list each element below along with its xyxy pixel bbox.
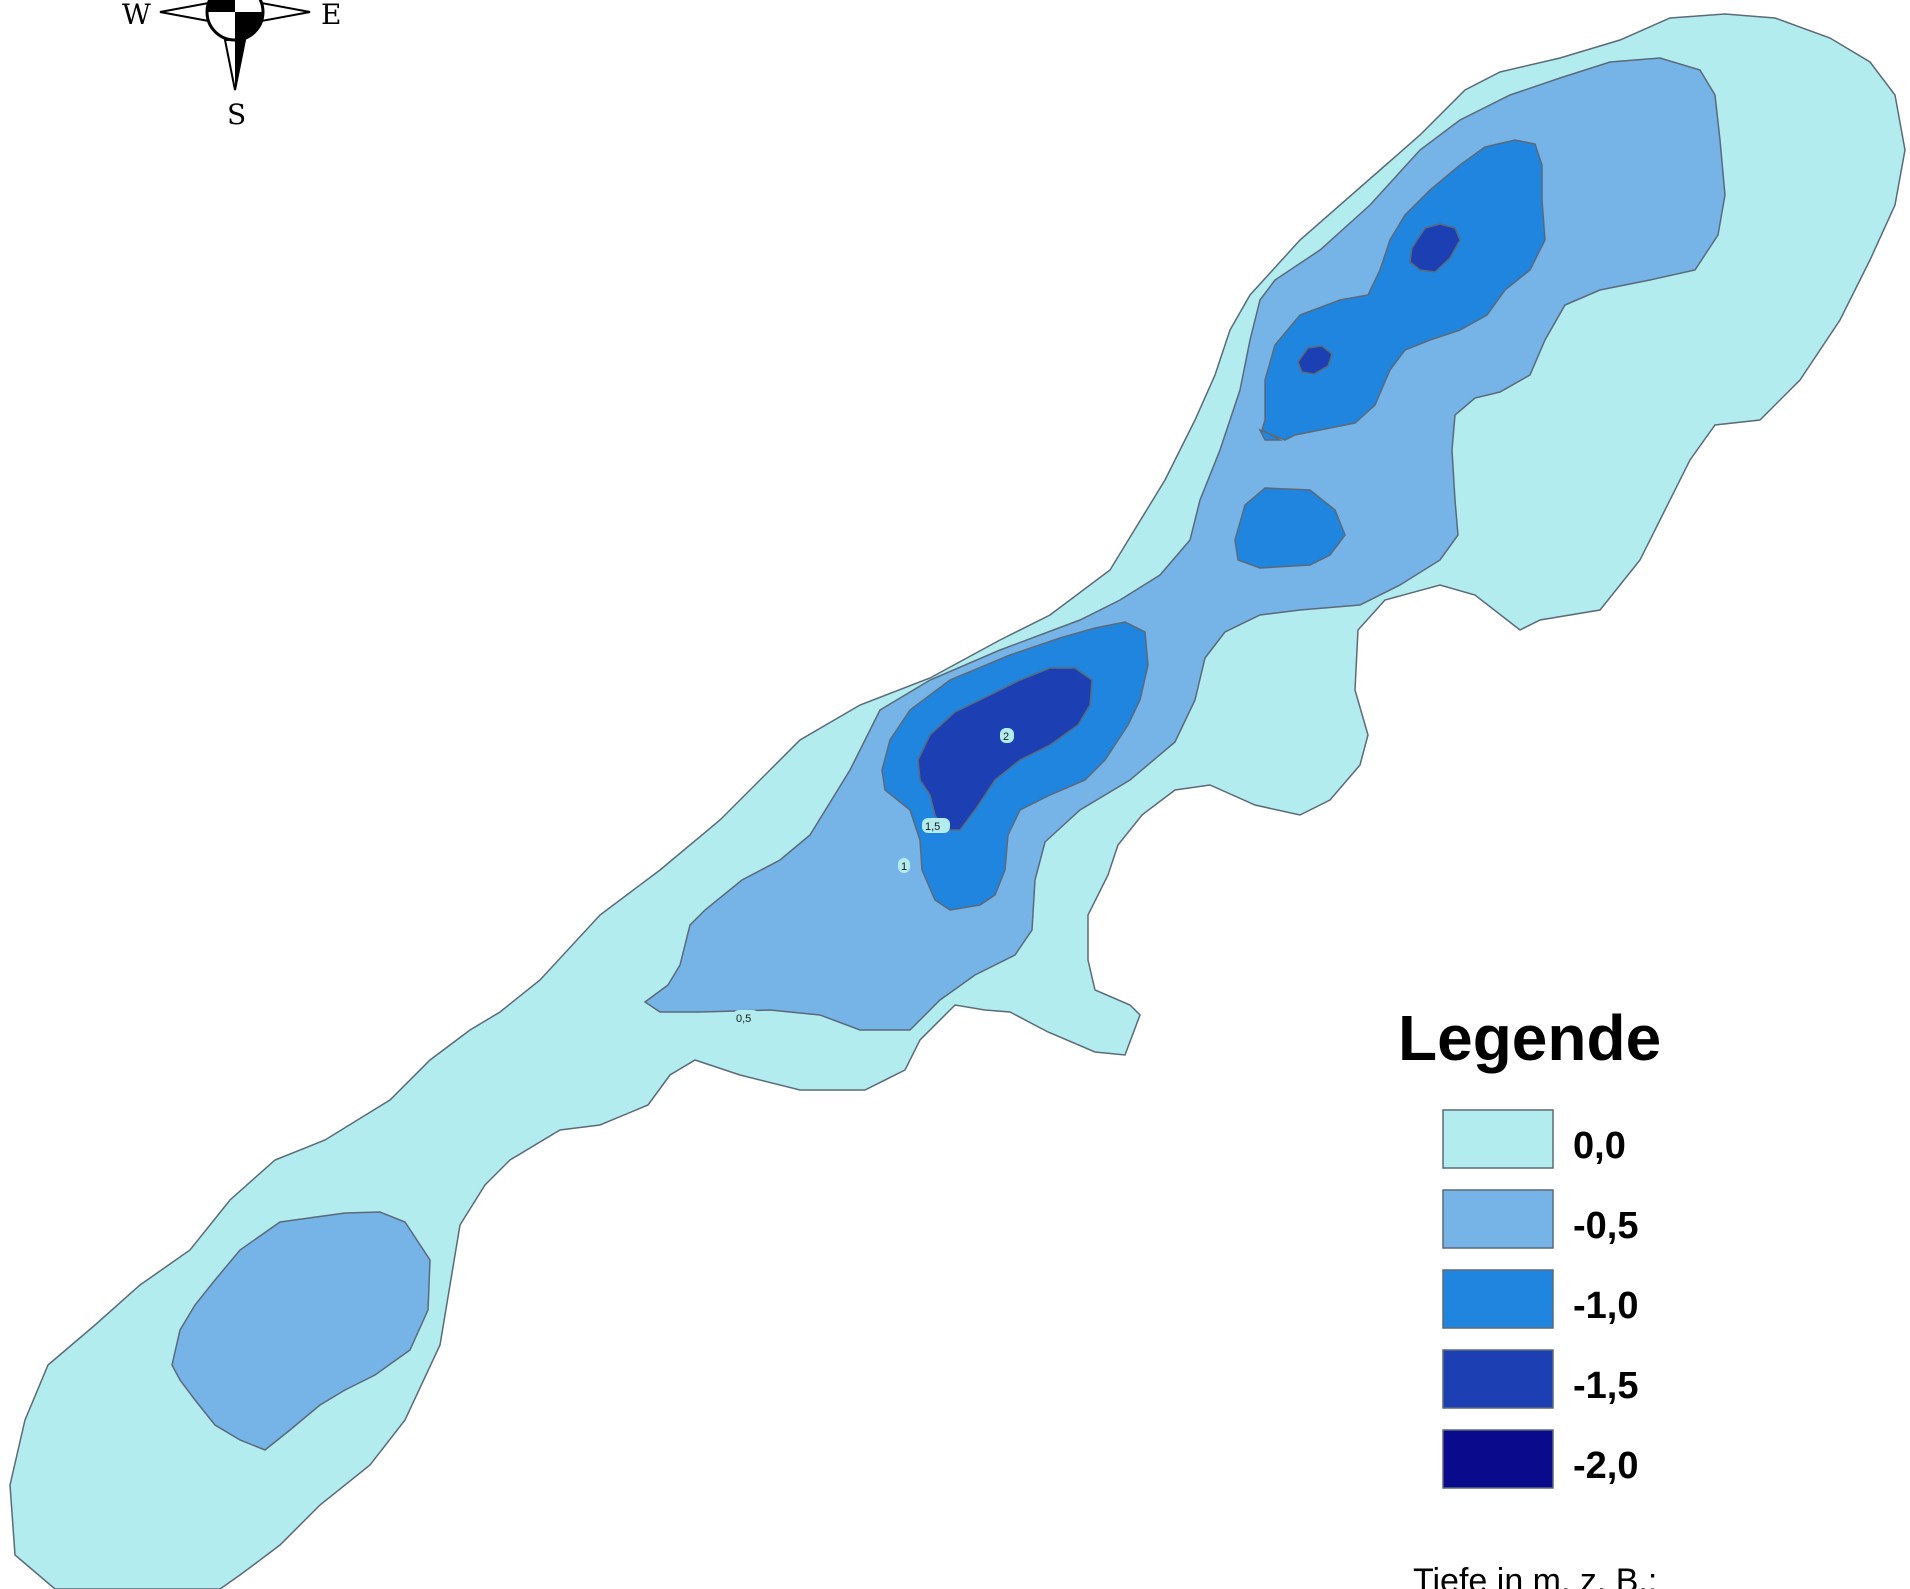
legend-swatch xyxy=(1442,1189,1554,1249)
legend-swatch xyxy=(1442,1269,1554,1329)
legend-item: -1,5 xyxy=(1442,1349,1638,1409)
legend-depth-note: Tiefe in m, z. B.: xyxy=(1413,1562,1657,1589)
compass-south-label: S xyxy=(227,98,246,131)
legend-swatch xyxy=(1442,1429,1554,1489)
legend-item: -1,0 xyxy=(1442,1269,1638,1329)
legend-label: -0,5 xyxy=(1573,1205,1638,1247)
depth-zone-neg-1-5-north-small xyxy=(1297,345,1333,375)
legend-item: -0,5 xyxy=(1442,1189,1638,1249)
contour-label-2: 2 xyxy=(1000,728,1014,743)
compass-south-arrow-fill xyxy=(235,40,245,90)
depth-zone-neg-1-5-south xyxy=(917,667,1093,831)
legend-swatch xyxy=(1442,1109,1554,1169)
depth-zone-neg-1-0-north xyxy=(1258,139,1546,441)
contour-label-0-5: 0,5 xyxy=(733,1010,759,1025)
legend-title: Legende xyxy=(1398,1002,1661,1074)
svg-text:1,5: 1,5 xyxy=(925,821,940,833)
legend: Legende 0,0 -0,5 -1,0 -1,5 -2,0 Tiefe in… xyxy=(1398,1002,1661,1589)
compass-center-quadrant xyxy=(207,0,235,12)
legend-label: 0,0 xyxy=(1573,1125,1626,1167)
depth-zone-neg-1-5-north xyxy=(1409,223,1461,273)
svg-text:2: 2 xyxy=(1003,731,1009,743)
legend-swatch xyxy=(1442,1349,1554,1409)
legend-label: -2,0 xyxy=(1573,1445,1638,1487)
svg-text:1: 1 xyxy=(901,861,907,873)
legend-label: -1,5 xyxy=(1573,1365,1638,1407)
depth-zone-neg-0-5-southwest xyxy=(171,1211,431,1451)
legend-label: -1,0 xyxy=(1573,1285,1638,1327)
legend-item: 0,0 xyxy=(1442,1109,1626,1169)
compass-rose: W E S xyxy=(122,0,341,131)
contour-label-1-5: 1,5 xyxy=(922,818,950,833)
compass-east-label: E xyxy=(321,0,341,31)
legend-item: -2,0 xyxy=(1442,1429,1638,1489)
contour-label-1: 1 xyxy=(898,858,910,873)
contour-labels: 2 1,5 1 0,5 xyxy=(733,728,1014,1025)
depth-zone-neg-1-0-middle xyxy=(1234,487,1346,569)
compass-center-quadrant xyxy=(235,12,263,40)
svg-text:0,5: 0,5 xyxy=(736,1013,751,1025)
compass-west-label: W xyxy=(122,0,151,31)
